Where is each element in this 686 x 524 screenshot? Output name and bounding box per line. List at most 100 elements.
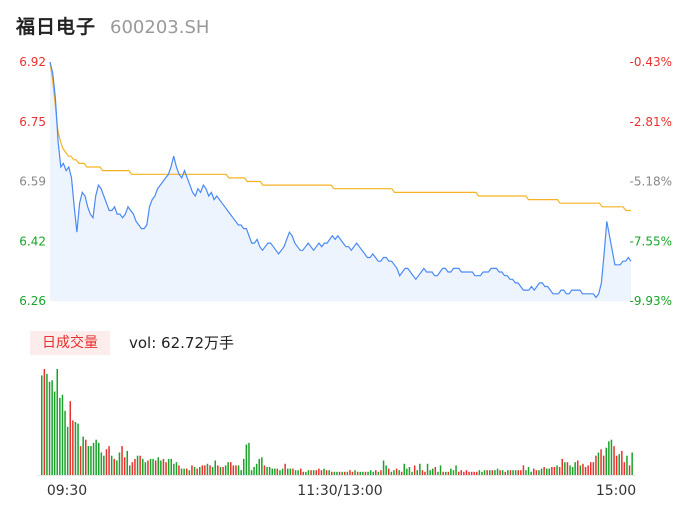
volume-bar [51, 380, 53, 475]
volume-bar [53, 391, 56, 475]
volume-bar [110, 455, 113, 475]
volume-bar [224, 465, 227, 475]
volume-bar [587, 465, 589, 475]
volume-bar [432, 468, 434, 475]
volume-bar [258, 458, 260, 475]
volume-bar [520, 470, 522, 475]
volume-bar [356, 471, 359, 475]
volume-bar [346, 471, 349, 475]
volume-bar [56, 369, 58, 475]
volume-bar [442, 471, 444, 475]
volume-bar [196, 468, 198, 475]
volume-bar [64, 410, 66, 475]
volume-bar [592, 462, 595, 475]
volume-bar [626, 455, 628, 475]
volume-bar [268, 467, 271, 475]
volume-bar [561, 458, 563, 475]
volume-bar [230, 462, 232, 475]
volume-bar [491, 470, 494, 475]
volume-bar [354, 470, 356, 475]
volume-bar [463, 471, 465, 475]
volume-bar [628, 465, 631, 475]
volume-bar [287, 468, 289, 475]
volume-bar [325, 470, 328, 475]
pct-tick-label: -2.81% [630, 115, 672, 129]
volume-bar [398, 470, 400, 475]
volume-bar [48, 381, 51, 475]
volume-bar [129, 465, 131, 475]
volume-bar [413, 465, 416, 475]
volume-bar [188, 470, 191, 475]
volume-bar [349, 470, 351, 475]
volume-bar [310, 470, 312, 475]
volume-bar [69, 401, 71, 475]
volume-bar [312, 470, 315, 475]
volume-bar [613, 446, 615, 475]
volume-bar [533, 468, 535, 475]
volume-bar [206, 463, 209, 475]
series-price [49, 61, 632, 299]
volume-bar [180, 468, 183, 475]
volume-bar [134, 458, 136, 475]
volume-bar [553, 467, 556, 475]
volume-bar [90, 446, 92, 475]
volume-bar [574, 462, 576, 475]
volume-bar [240, 470, 242, 475]
volume-bar [546, 468, 548, 475]
price-tick-label: 6.59 [19, 175, 46, 189]
volume-bar [217, 465, 219, 475]
time-tick-label: 15:00 [596, 483, 636, 499]
time-tick-label: 09:30 [47, 483, 87, 499]
volume-bar [98, 442, 100, 475]
pct-tick-label: -7.55% [630, 234, 672, 248]
volume-bar [380, 470, 382, 475]
volume-bar [460, 470, 462, 475]
volume-bar [85, 439, 87, 475]
volume-bar [72, 420, 74, 475]
volume-bar [447, 471, 450, 475]
volume-tag: 日成交量 [30, 331, 110, 355]
volume-bar [597, 452, 600, 475]
volume-bar [201, 465, 204, 475]
volume-bar [483, 470, 486, 475]
volume-bar [82, 436, 84, 475]
volume-bar [393, 470, 395, 475]
volume-bar [450, 468, 452, 475]
volume-bar [118, 452, 121, 475]
volume-bar [455, 465, 457, 475]
volume-bar [590, 462, 592, 475]
volume-bar [390, 471, 393, 475]
volume-bar [548, 468, 550, 475]
volume-bar [558, 467, 561, 475]
volume-bar [509, 470, 512, 475]
volume-bar [445, 471, 447, 475]
volume-bar [610, 439, 613, 475]
volume-bar [307, 470, 310, 475]
volume-bar [481, 471, 483, 475]
volume-bar [186, 468, 188, 475]
volume-bar [434, 467, 437, 475]
volume-bar [87, 446, 90, 475]
volume-bar [579, 465, 582, 475]
volume-bar [621, 450, 623, 475]
volume-bar [103, 455, 105, 475]
volume-bar [147, 460, 149, 475]
volume-bar [608, 441, 610, 475]
volume-bar [564, 462, 566, 475]
price-axis-left: 6.92 6.75 6.59 6.42 6.26 [19, 55, 46, 308]
volume-bar [191, 465, 193, 475]
volume-bar [377, 471, 380, 475]
volume-bar [631, 452, 633, 475]
volume-bar [569, 465, 571, 475]
volume-bar [527, 467, 530, 475]
volume-bar [408, 467, 411, 475]
volume-bar [105, 449, 108, 475]
volume-bar [367, 471, 369, 475]
volume-bar [199, 467, 201, 475]
volume-bar [100, 452, 103, 475]
volume-bar [489, 470, 491, 475]
volume-bar [232, 465, 235, 475]
volume-bar [222, 467, 224, 475]
volume-bar [227, 462, 229, 475]
volume-bar [419, 463, 421, 475]
